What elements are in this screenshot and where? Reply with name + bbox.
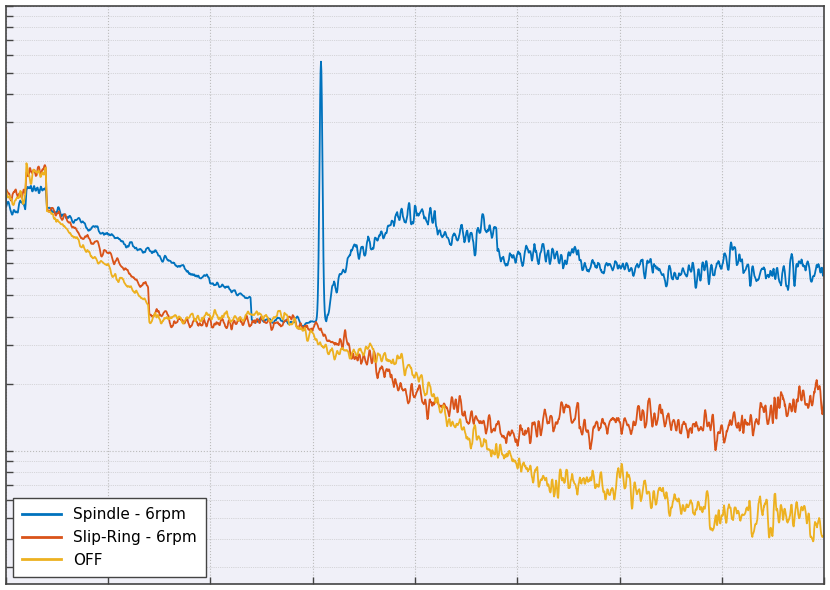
- Slip-Ring - 6rpm: [646, 404, 656, 411]
- Spindle - 6rpm: [378, 233, 388, 240]
- OFF: [795, 510, 805, 517]
- Slip-Ring - 6rpm: [1, 124, 11, 132]
- Slip-Ring - 6rpm: [42, 205, 52, 212]
- Slip-Ring - 6rpm: [796, 394, 806, 401]
- Spindle - 6rpm: [796, 259, 806, 266]
- OFF: [819, 353, 829, 360]
- Spindle - 6rpm: [399, 218, 409, 225]
- OFF: [1, 127, 11, 135]
- Slip-Ring - 6rpm: [710, 447, 720, 454]
- Spindle - 6rpm: [797, 256, 807, 263]
- Spindle - 6rpm: [1, 136, 11, 143]
- Spindle - 6rpm: [819, 178, 829, 185]
- Line: OFF: OFF: [6, 131, 824, 542]
- Spindle - 6rpm: [298, 323, 308, 330]
- Spindle - 6rpm: [647, 258, 657, 266]
- Slip-Ring - 6rpm: [377, 363, 387, 370]
- Slip-Ring - 6rpm: [819, 263, 829, 270]
- Spindle - 6rpm: [42, 204, 52, 211]
- OFF: [796, 507, 806, 514]
- OFF: [42, 208, 52, 215]
- OFF: [377, 358, 387, 365]
- Line: Spindle - 6rpm: Spindle - 6rpm: [6, 62, 824, 326]
- Slip-Ring - 6rpm: [398, 387, 408, 394]
- Slip-Ring - 6rpm: [796, 395, 806, 402]
- Line: Slip-Ring - 6rpm: Slip-Ring - 6rpm: [6, 128, 824, 450]
- OFF: [398, 365, 408, 372]
- OFF: [646, 499, 656, 506]
- OFF: [808, 538, 818, 545]
- Legend: Spindle - 6rpm, Slip-Ring - 6rpm, OFF: Spindle - 6rpm, Slip-Ring - 6rpm, OFF: [13, 498, 206, 577]
- Spindle - 6rpm: [316, 58, 326, 65]
